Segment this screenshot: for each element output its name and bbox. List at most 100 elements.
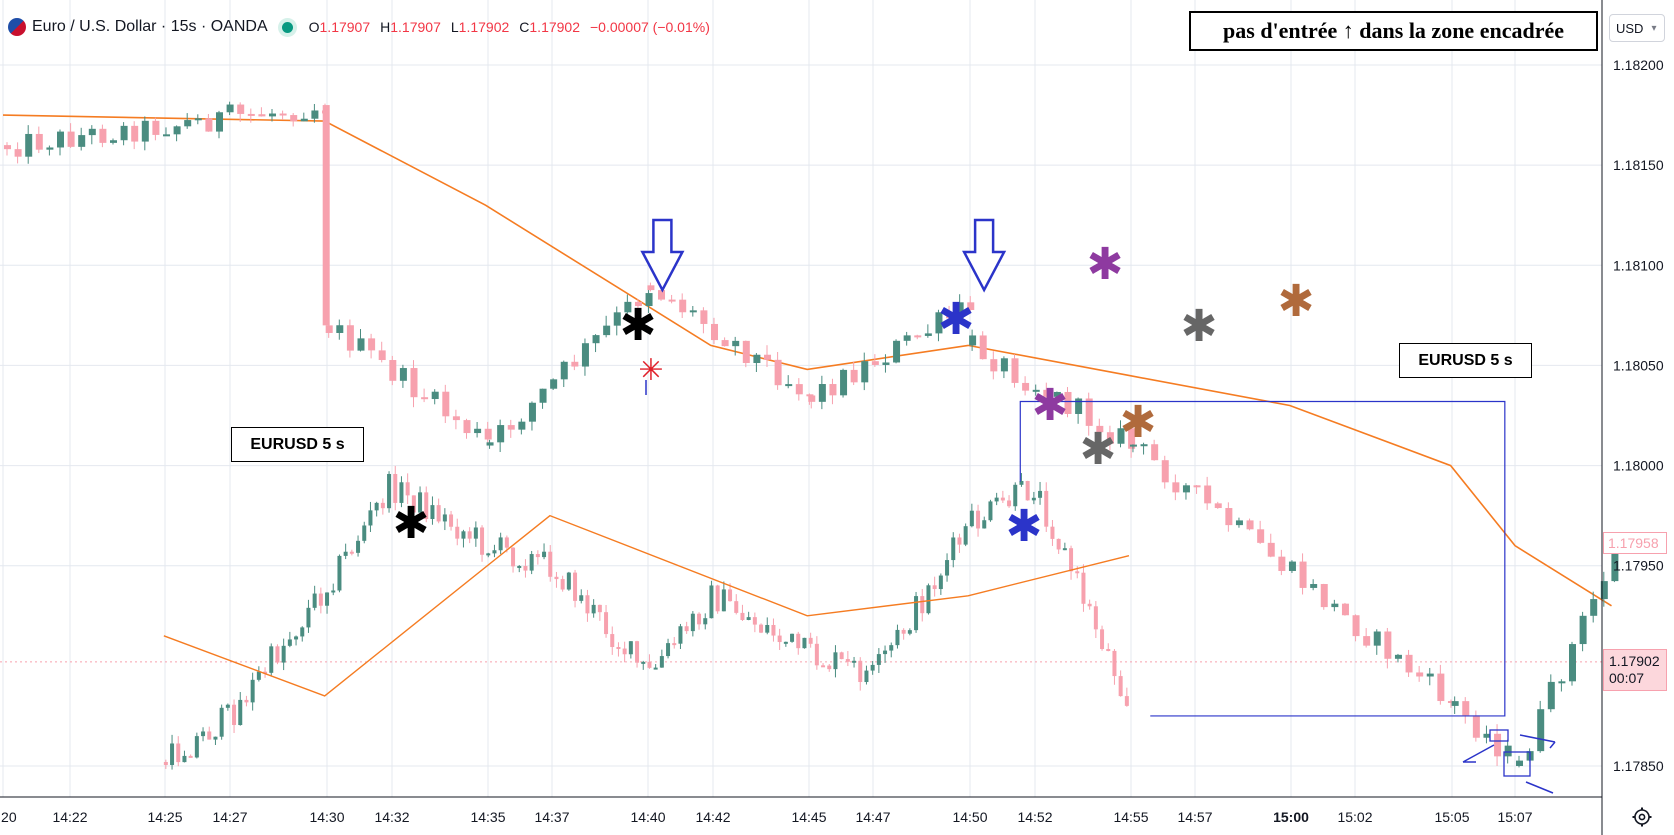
marker-box — [1503, 751, 1531, 777]
candle-body — [1278, 556, 1286, 571]
overlay-candle-body — [721, 589, 726, 612]
candle-body — [1483, 733, 1491, 738]
candle-body — [4, 145, 11, 150]
candle-body — [110, 140, 117, 143]
overlay-candle-body — [1007, 500, 1012, 507]
overlay-candle-body — [833, 652, 838, 670]
overlay-candle-body — [1087, 603, 1092, 607]
candle-body — [205, 118, 213, 132]
candle-body — [1257, 529, 1265, 543]
x-tick-label: 14:45 — [791, 809, 826, 825]
candle-body — [1451, 701, 1459, 706]
overlay-candle-body — [337, 555, 342, 591]
x-tick-label: 15:00 — [1273, 809, 1309, 825]
candle-body — [1193, 485, 1201, 488]
candle-body — [1416, 672, 1424, 677]
main-candles — [4, 101, 1619, 768]
market-status-dot-icon[interactable] — [281, 21, 293, 33]
overlay-candle-body — [945, 560, 950, 576]
settings-icon[interactable] — [1631, 806, 1653, 828]
overlay-candle-body — [1056, 538, 1061, 550]
overlay-candle-body — [1075, 571, 1080, 574]
overlay-candle-body — [864, 670, 869, 683]
candle-body — [368, 338, 376, 351]
currency-selector[interactable]: USD ▾ — [1609, 14, 1665, 42]
candle-body — [14, 149, 22, 157]
overlay-candle-body — [294, 636, 299, 640]
chart-label-5s-right[interactable]: EURUSD 5 s — [1399, 343, 1532, 378]
candle-body — [57, 131, 64, 148]
x-tick-label: 14:27 — [212, 809, 247, 825]
overlay-candle-body — [1118, 676, 1123, 697]
overlay-candle-body — [957, 537, 962, 545]
candle-body — [1053, 391, 1061, 397]
candle-body — [518, 421, 526, 430]
overlay-candle-body — [548, 551, 553, 577]
overlay-candle-body — [610, 634, 615, 648]
asterisk-icon: ✱ — [1080, 424, 1117, 475]
candle-body — [1331, 603, 1339, 608]
overlay-candle-body — [951, 537, 956, 561]
overlay-candle-body — [752, 617, 757, 625]
overlay-candle-body — [467, 531, 472, 539]
candle-body — [216, 112, 223, 132]
candle-body — [1288, 561, 1296, 571]
candle-body — [571, 361, 579, 367]
candle-body — [399, 368, 407, 381]
overlay-candle-body — [349, 551, 354, 554]
overlay-candle-body — [517, 566, 522, 569]
asterisk-icon: ✱ — [620, 300, 657, 351]
overlay-candle-body — [635, 641, 640, 663]
overlay-candle-body — [573, 572, 578, 601]
candle-body — [861, 361, 869, 383]
x-tick-label: 14:57 — [1177, 809, 1212, 825]
symbol-title[interactable]: Euro / U.S. Dollar · 15s · OANDA — [32, 18, 268, 35]
overlay-candle-body — [542, 551, 547, 558]
arrow-down-icon — [962, 218, 1007, 293]
overlay-candle-body — [188, 755, 193, 758]
overlay-candle-body — [498, 537, 503, 551]
candle-body — [550, 379, 558, 389]
candle-body — [1235, 520, 1243, 526]
overlay-candle-body — [982, 520, 987, 529]
annotation-title[interactable]: pas d'entrée ↑ dans la zone encadrée — [1189, 11, 1598, 51]
candle-body — [1000, 358, 1008, 372]
candle-body — [325, 325, 333, 333]
overlay-candle-body — [207, 731, 212, 740]
candle-body — [1085, 398, 1093, 426]
overlay-candle-body — [504, 537, 509, 548]
moving-average-main — [2, 114, 1612, 607]
candle-body — [184, 120, 192, 127]
last-price-value: 1.17902 — [1609, 653, 1660, 669]
overlay-candle-body — [976, 510, 981, 529]
candle-body — [194, 118, 202, 121]
overlay-candle-body — [176, 743, 181, 763]
overlay-candle-body — [281, 645, 286, 663]
overlay-candle-body — [1106, 649, 1111, 652]
overlay-candle-body — [219, 707, 224, 737]
asterisk-icon: ✱ — [1278, 276, 1315, 327]
overlay-candle-body — [969, 510, 974, 527]
arrow-down-icon — [640, 218, 685, 293]
bar-countdown: 00:07 — [1609, 670, 1645, 686]
overlay-candle-body — [566, 572, 571, 590]
asterisk-icon: ✱ — [1120, 397, 1157, 448]
asterisk-icon: ✱ — [1006, 501, 1043, 552]
overlay-candle-body — [399, 482, 404, 503]
overlay-candle-body — [331, 590, 336, 593]
candle-body — [1611, 547, 1619, 582]
candle-body — [152, 120, 160, 135]
chart-label-5s-left[interactable]: EURUSD 5 s — [231, 427, 364, 462]
candle-body — [1590, 599, 1598, 616]
candle-body — [624, 301, 632, 313]
overlay-candle-body — [442, 514, 447, 522]
overlay-candle-body — [486, 553, 491, 556]
overlay-candle-body — [287, 639, 292, 646]
candle-body — [634, 301, 642, 307]
candle-body — [1161, 460, 1169, 483]
overlay-candle-body — [269, 646, 274, 673]
candle-body — [592, 335, 600, 344]
overlay-candle-body — [1019, 480, 1024, 485]
overlay-candle-body — [170, 743, 175, 765]
